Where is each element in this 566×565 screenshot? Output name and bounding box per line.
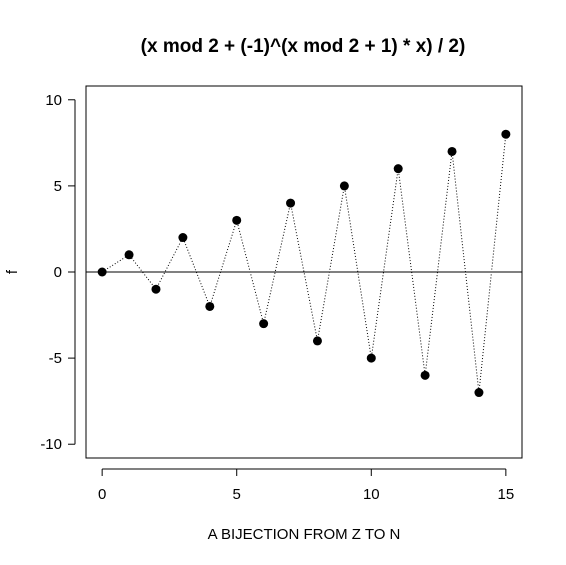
y-axis: -10 -5 0 5 10 — [40, 92, 76, 453]
chart-title: (x mod 2 + (-1)^(x mod 2 + 1) * x) / 2) — [141, 36, 466, 57]
data-point — [312, 336, 322, 346]
y-axis-label: f — [4, 269, 21, 274]
data-point — [366, 353, 376, 363]
y-tick-label: 10 — [45, 92, 62, 109]
data-point — [232, 215, 242, 225]
data-point — [286, 198, 296, 208]
y-tick-label: -10 — [40, 436, 62, 453]
y-tick-label: 0 — [54, 264, 62, 281]
x-tick-label: 0 — [98, 486, 106, 503]
data-point — [97, 267, 107, 277]
data-point — [259, 319, 269, 329]
data-point — [447, 146, 457, 156]
x-axis: 0 5 10 15 — [98, 468, 515, 503]
data-point — [124, 250, 134, 260]
data-point — [339, 181, 349, 191]
series-line-group — [101, 134, 507, 393]
data-point — [420, 370, 430, 380]
y-tick-label: -5 — [49, 350, 62, 367]
data-point — [151, 284, 161, 294]
x-tick-label: 5 — [233, 486, 241, 503]
series-line — [101, 134, 507, 393]
data-point — [474, 388, 484, 398]
x-axis-label: A BIJECTION FROM Z TO N — [208, 526, 401, 543]
x-tick-label: 15 — [498, 486, 515, 503]
data-point — [501, 129, 511, 139]
y-tick-label: 5 — [54, 178, 62, 195]
x-tick-label: 10 — [363, 486, 380, 503]
points-group — [97, 129, 511, 398]
data-point — [178, 233, 188, 243]
data-point — [205, 301, 215, 311]
data-point — [393, 164, 403, 174]
